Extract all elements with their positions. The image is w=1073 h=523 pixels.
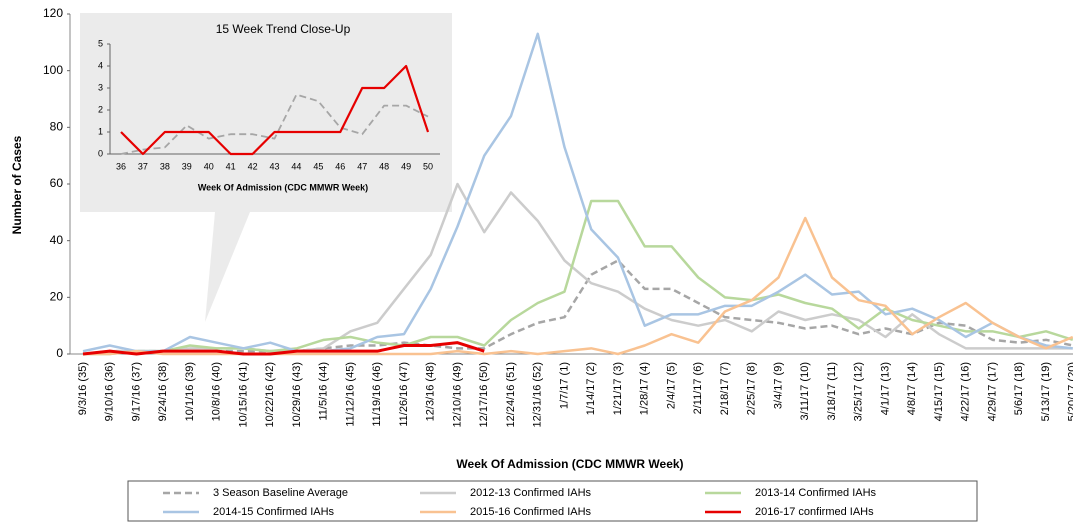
legend: [127, 480, 978, 522]
x-tick-label: 4/22/17 (16): [960, 362, 972, 421]
x-tick-label: 9/24/16 (38): [157, 362, 169, 421]
x-tick-label: 10/15/16 (41): [237, 362, 249, 427]
x-tick-label: 9/10/16 (36): [104, 362, 116, 421]
y-tick-label: 0: [98, 148, 103, 158]
x-tick-label: 10/29/16 (43): [291, 362, 303, 427]
x-tick-label: 3/4/17 (9): [772, 362, 784, 409]
x-tick-label: 12/10/16 (49): [451, 362, 463, 427]
y-tick-label: 5: [98, 38, 103, 48]
legend-label: 2014-15 Confirmed IAHs: [213, 506, 335, 518]
x-tick-label: 46: [335, 161, 345, 171]
series-line: [82, 341, 485, 356]
x-tick-label: 47: [357, 161, 367, 171]
x-tick-label: 3/11/17 (10): [799, 362, 811, 421]
y-tick-label: 0: [56, 346, 63, 360]
x-tick-label: 3/25/17 (12): [853, 362, 865, 421]
y-tick-label: 2: [98, 104, 103, 114]
x-tick-label: 43: [270, 161, 280, 171]
x-tick-label: 49: [401, 161, 411, 171]
x-tick-label: 41: [226, 161, 236, 171]
x-tick-label: 1/7/17 (1): [558, 362, 570, 409]
y-tick-label: 1: [98, 126, 103, 136]
x-tick-label: 50: [423, 161, 433, 171]
x-tick-label: 11/5/16 (44): [318, 362, 330, 421]
x-tick-label: 5/13/17 (19): [1040, 362, 1052, 421]
x-tick-label: 2/4/17 (5): [665, 362, 677, 409]
series-line: [120, 64, 430, 156]
x-tick-label: 11/12/16 (45): [344, 362, 356, 427]
x-tick-label: 38: [160, 161, 170, 171]
x-tick-label: 1/21/17 (3): [612, 362, 624, 415]
x-tick-label: 42: [248, 161, 258, 171]
x-tick-label: 3/18/17 (11): [826, 362, 838, 421]
x-tick-label: 45: [313, 161, 323, 171]
x-tick-label: 2/18/17 (7): [719, 362, 731, 415]
x-tick-label: 36: [116, 161, 126, 171]
x-tick-label: 40: [204, 161, 214, 171]
x-tick-label: 1/14/17 (2): [585, 362, 597, 415]
x-tick-label: 12/17/16 (50): [478, 362, 490, 427]
legend-label: 2012-13 Confirmed IAHs: [470, 487, 592, 499]
y-tick-label: 120: [43, 6, 63, 20]
inset-x-axis-title: Week Of Admission (CDC MMWR Week): [198, 182, 368, 192]
x-tick-label: 48: [379, 161, 389, 171]
y-tick-label: 40: [50, 233, 64, 247]
series-line: [82, 32, 1073, 353]
y-tick-label: 80: [50, 120, 64, 134]
x-tick-label: 37: [138, 161, 148, 171]
x-tick-label: 44: [291, 161, 301, 171]
x-tick-label: 4/29/17 (17): [986, 362, 998, 421]
x-tick-label: 5/6/17 (18): [1013, 362, 1025, 415]
inset-callout: [80, 13, 452, 322]
x-tick-label: 11/26/16 (47): [398, 362, 410, 427]
y-tick-label: 4: [98, 60, 103, 70]
x-tick-label: 9/3/16 (35): [77, 362, 89, 415]
x-tick-label: 4/15/17 (15): [933, 362, 945, 421]
y-tick-label: 3: [98, 82, 103, 92]
y-axis-title: Number of Cases: [10, 135, 24, 234]
inset-title: 15 Week Trend Close-Up: [216, 22, 351, 36]
legend-label: 2016-17 confirmed IAHs: [755, 506, 874, 518]
x-tick-label: 10/1/16 (39): [184, 362, 196, 421]
x-tick-label: 4/1/17 (13): [879, 362, 891, 415]
series-line: [83, 199, 1073, 356]
x-tick-label: 2/11/17 (6): [692, 362, 704, 414]
y-tick-label: 60: [50, 176, 64, 190]
x-tick-label: 4/8/17 (14): [906, 362, 918, 415]
x-tick-label: 10/22/16 (42): [264, 362, 276, 427]
series-line: [120, 93, 429, 155]
x-tick-label: 12/3/16 (48): [425, 362, 437, 421]
series-line: [82, 259, 1073, 356]
x-tick-label: 9/17/16 (37): [130, 362, 142, 421]
x-tick-label: 2/25/17 (8): [746, 362, 758, 415]
y-tick-label: 20: [50, 290, 64, 304]
x-tick-label: 12/31/16 (52): [532, 362, 544, 427]
x-tick-label: 10/8/16 (40): [211, 362, 223, 421]
y-tick-label: 100: [43, 63, 63, 77]
legend-label: 3 Season Baseline Average: [213, 487, 348, 499]
legend-label: 2013-14 Confirmed IAHs: [755, 487, 877, 499]
x-tick-label: 5/20/17 (20): [1067, 362, 1073, 421]
legend-label: 2015-16 Confirmed IAHs: [470, 506, 592, 518]
x-tick-label: 39: [182, 161, 192, 171]
x-tick-label: 12/24/16 (51): [505, 362, 517, 427]
x-tick-label: 1/28/17 (4): [639, 362, 651, 415]
x-axis-title: Week Of Admission (CDC MMWR Week): [456, 457, 683, 471]
x-tick-label: 11/19/16 (46): [371, 362, 383, 427]
